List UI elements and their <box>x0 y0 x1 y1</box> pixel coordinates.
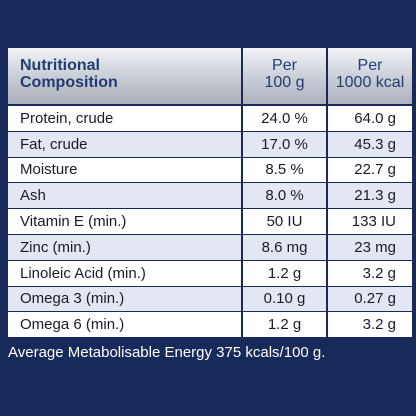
value-per-100g: 8.5 % <box>241 157 326 183</box>
header-name-line1: Nutritional <box>20 57 100 74</box>
table-row: Omega 3 (min.) 0.10 g 0.27 g <box>8 286 412 313</box>
table-row: Omega 6 (min.) 1.2 g 3.2 g <box>8 312 412 339</box>
nutrient-name: Omega 3 (min.) <box>8 286 241 312</box>
value-per-100g: 1.2 g <box>241 260 326 286</box>
value-per-1000kcal: 45.3 g <box>326 131 412 157</box>
value-per-1000kcal: 3.2 g <box>326 260 412 286</box>
table-body: Protein, crude 24.0 % 64.0 g Fat, crude … <box>8 106 412 339</box>
nutrient-name: Fat, crude <box>8 131 241 157</box>
value-per-100g: 8.6 mg <box>241 234 326 260</box>
table-row: Moisture 8.5 % 22.7 g <box>8 157 412 184</box>
table-row: Protein, crude 24.0 % 64.0 g <box>8 106 412 132</box>
header-per100-line1: Per <box>272 57 297 74</box>
value-per-100g: 0.10 g <box>241 286 326 312</box>
value-per-100g: 1.2 g <box>241 312 326 338</box>
header-per-1000kcal: Per 1000 kcal <box>326 48 412 104</box>
value-per-100g: 24.0 % <box>241 106 326 131</box>
nutrient-name: Ash <box>8 183 241 209</box>
value-per-100g: 50 IU <box>241 209 326 234</box>
table-row: Linoleic Acid (min.) 1.2 g 3.2 g <box>8 260 412 287</box>
header-per100-line2: 100 g <box>264 74 305 91</box>
value-per-1000kcal: 3.2 g <box>326 312 412 338</box>
value-per-1000kcal: 22.7 g <box>326 157 412 183</box>
nutrient-name: Vitamin E (min.) <box>8 209 241 234</box>
table-row: Ash 8.0 % 21.3 g <box>8 183 412 210</box>
nutrient-name: Protein, crude <box>8 106 241 131</box>
nutrient-name: Omega 6 (min.) <box>8 312 241 338</box>
value-per-1000kcal: 64.0 g <box>326 106 412 131</box>
metabolisable-energy-note: Average Metabolisable Energy 375 kcals/1… <box>8 344 326 361</box>
header-name-line2: Composition <box>20 74 118 91</box>
value-per-1000kcal: 23 mg <box>326 234 412 260</box>
value-per-100g: 17.0 % <box>241 131 326 157</box>
nutrient-name: Zinc (min.) <box>8 234 241 260</box>
table-row: Zinc (min.) 8.6 mg 23 mg <box>8 234 412 261</box>
value-per-1000kcal: 21.3 g <box>326 183 412 209</box>
nutrient-name: Moisture <box>8 157 241 183</box>
value-per-100g: 8.0 % <box>241 183 326 209</box>
table-header: Nutritional Composition Per 100 g Per 10… <box>8 48 412 104</box>
header-per1000-line2: 1000 kcal <box>335 74 405 91</box>
table-row: Fat, crude 17.0 % 45.3 g <box>8 131 412 158</box>
header-per-100g: Per 100 g <box>241 48 326 104</box>
value-per-1000kcal: 0.27 g <box>326 286 412 312</box>
header-per1000-line1: Per <box>357 57 383 74</box>
nutrition-table: Nutritional Composition Per 100 g Per 10… <box>8 48 412 340</box>
header-nutritional-composition: Nutritional Composition <box>8 48 241 104</box>
value-per-1000kcal: 133 IU <box>326 209 412 234</box>
table-row: Vitamin E (min.) 50 IU 133 IU <box>8 209 412 235</box>
nutrient-name: Linoleic Acid (min.) <box>8 260 241 286</box>
